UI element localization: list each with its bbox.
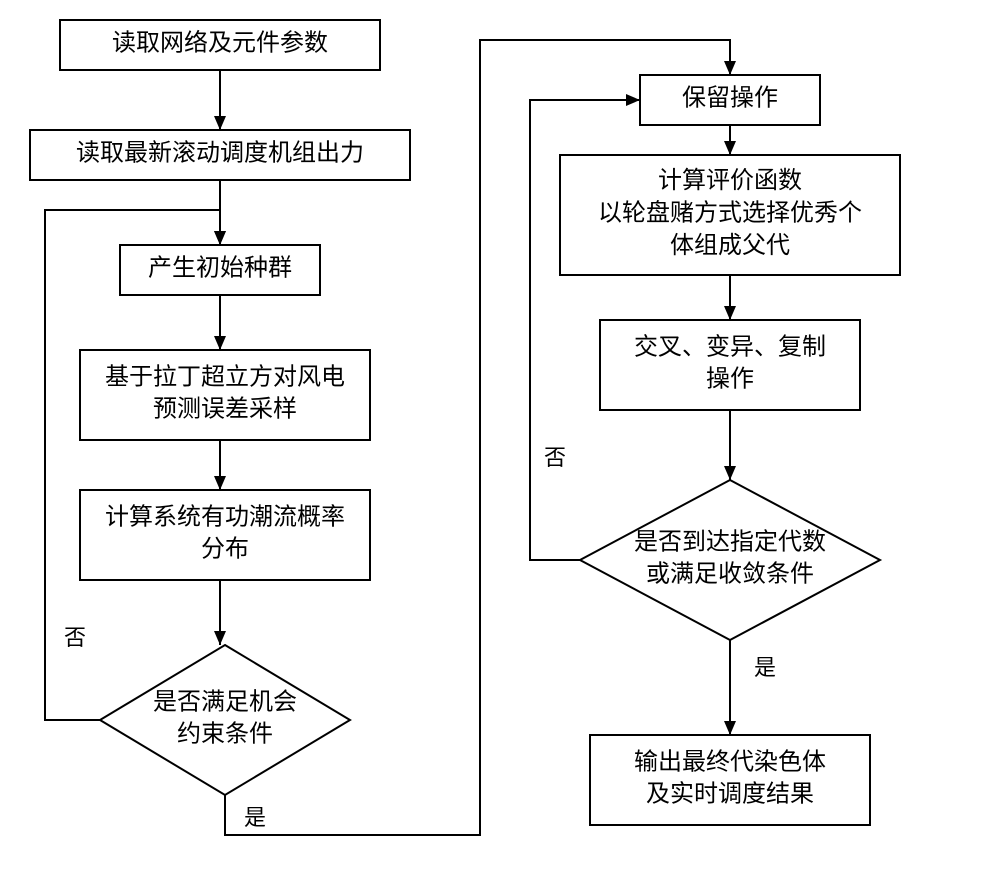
node-text: 读取网络及元件参数 [112, 30, 328, 57]
node-n8: 交叉、变异、复制操作 [600, 320, 860, 410]
edge-label: 是 [244, 805, 266, 830]
node-d1: 是否满足机会约束条件 [100, 645, 350, 795]
node-text: 是否到达指定代数 [634, 528, 826, 555]
node-n1: 读取网络及元件参数 [60, 20, 380, 70]
node-text: 产生初始种群 [148, 255, 292, 282]
edge-label: 否 [544, 445, 566, 470]
node-n7: 计算评价函数以轮盘赌方式选择优秀个体组成父代 [560, 155, 900, 275]
node-n9: 输出最终代染色体及实时调度结果 [590, 735, 870, 825]
node-text: 及实时调度结果 [646, 781, 814, 808]
node-text: 体组成父代 [670, 232, 790, 259]
node-n6: 保留操作 [640, 75, 820, 125]
node-text: 保留操作 [682, 85, 778, 112]
edge-label: 否 [64, 625, 86, 650]
edge-e12: 是 [724, 640, 776, 735]
edge-e3 [214, 295, 226, 350]
edge-e8 [724, 125, 736, 155]
node-n5: 计算系统有功潮流概率分布 [80, 490, 370, 580]
node-text: 以轮盘赌方式选择优秀个 [598, 200, 862, 227]
node-text: 是否满足机会 [153, 688, 297, 715]
edge-e10 [724, 410, 736, 480]
edge-e9 [724, 275, 736, 320]
node-text: 操作 [706, 366, 754, 393]
node-text: 计算系统有功潮流概率 [105, 503, 345, 530]
edge-e1 [214, 70, 226, 130]
node-n2: 读取最新滚动调度机组出力 [30, 130, 410, 180]
flowchart-canvas: 否是 否是 读取网络及元件参数读取最新滚动调度机组出力产生初始种群基于拉丁超立方对风… [0, 0, 1000, 880]
edge-e5 [214, 580, 226, 645]
node-text: 输出最终代染色体 [634, 748, 826, 775]
node-n3: 产生初始种群 [120, 245, 320, 295]
node-text: 基于拉丁超立方对风电 [105, 363, 345, 390]
node-text: 交叉、变异、复制 [634, 333, 826, 360]
node-text: 预测误差采样 [153, 396, 297, 423]
node-text: 分布 [201, 536, 249, 563]
edge-e4 [214, 440, 226, 490]
node-text: 计算评价函数 [658, 167, 802, 194]
node-text: 或满足收敛条件 [646, 561, 814, 588]
node-text: 约束条件 [177, 721, 273, 748]
node-n4: 基于拉丁超立方对风电预测误差采样 [80, 350, 370, 440]
node-text: 读取最新滚动调度机组出力 [76, 140, 364, 167]
edge-label: 是 [754, 655, 776, 680]
node-d2: 是否到达指定代数或满足收敛条件 [580, 480, 880, 640]
